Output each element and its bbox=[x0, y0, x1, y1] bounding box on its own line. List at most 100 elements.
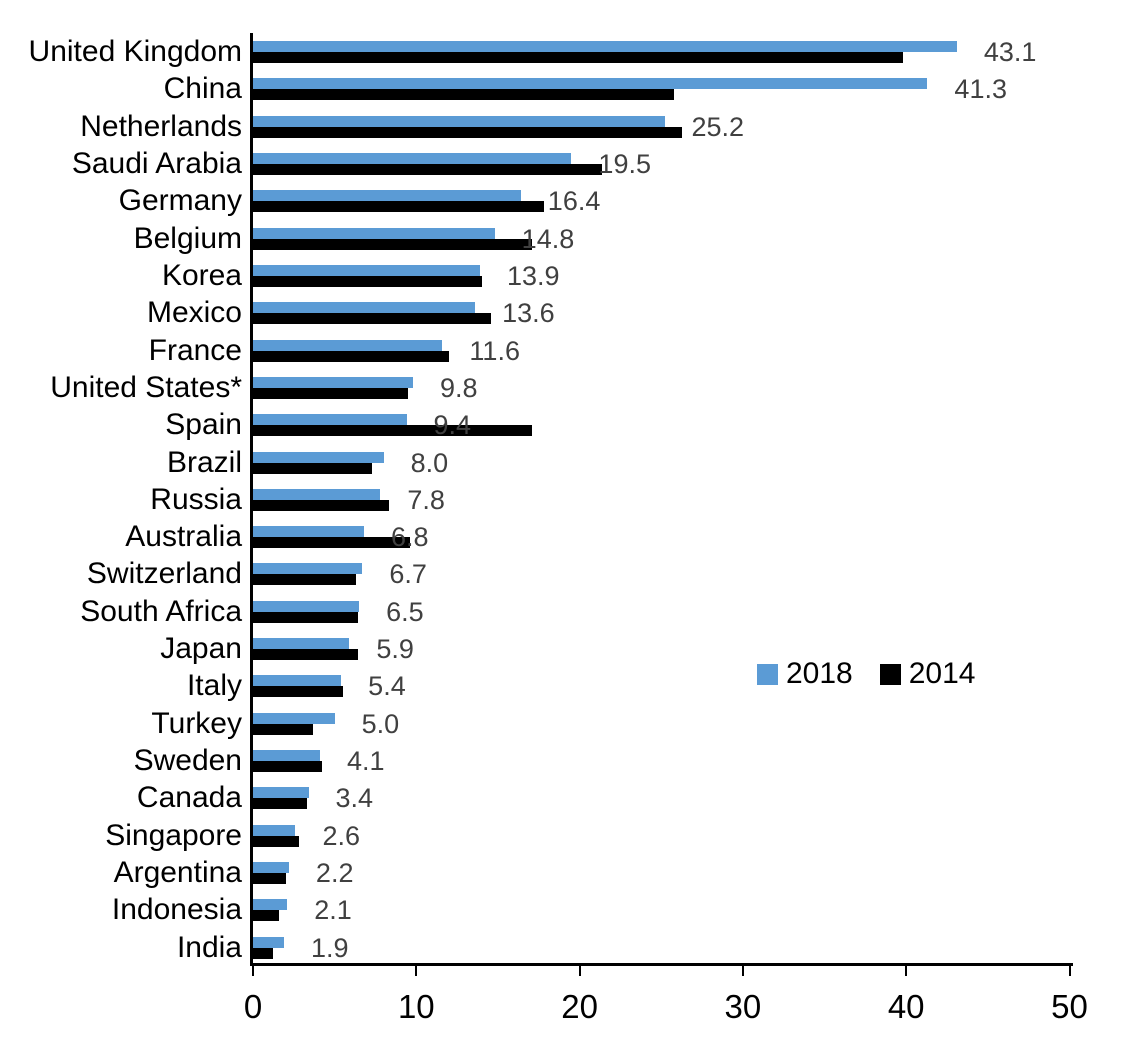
bar-2018-canada bbox=[253, 787, 309, 799]
bar-2014-spain bbox=[253, 425, 533, 437]
data-label: 25.2 bbox=[691, 111, 745, 142]
data-label: 3.4 bbox=[335, 783, 374, 814]
bar-2014-korea bbox=[253, 275, 482, 287]
bar-2018-belgium bbox=[253, 227, 495, 239]
bar-2014-sweden bbox=[253, 761, 322, 773]
data-label: 16.4 bbox=[547, 186, 601, 217]
category-label: Canada bbox=[136, 781, 242, 815]
category-label: Singapore bbox=[105, 818, 242, 852]
bar-2018-switzerland bbox=[253, 563, 363, 575]
x-axis-tick bbox=[252, 966, 254, 976]
bar-2018-mexico bbox=[253, 302, 476, 314]
bar-2018-australia bbox=[253, 526, 365, 538]
bar-2018-indonesia bbox=[253, 899, 288, 911]
bar-2018-south-africa bbox=[253, 600, 360, 612]
data-label: 9.4 bbox=[433, 410, 472, 441]
bar-2018-netherlands bbox=[253, 115, 665, 127]
category-label: Australia bbox=[125, 520, 242, 554]
category-label: Brazil bbox=[166, 445, 242, 479]
data-label: 41.3 bbox=[954, 74, 1007, 105]
x-axis-tick-label: 0 bbox=[243, 988, 263, 1025]
data-label: 13.9 bbox=[506, 260, 560, 291]
x-axis-tick bbox=[415, 966, 418, 976]
legend-swatch-2014-icon bbox=[879, 663, 901, 685]
y-axis-line bbox=[250, 33, 253, 966]
data-label: 6.5 bbox=[386, 596, 424, 627]
category-label: South Africa bbox=[80, 594, 242, 628]
bar-2018-saudi-arabia bbox=[253, 152, 572, 164]
legend-label-2014: 2014 bbox=[908, 657, 976, 690]
bar-2014-south-africa bbox=[253, 611, 358, 623]
data-label: 1.9 bbox=[311, 932, 349, 963]
data-label: 4.1 bbox=[346, 746, 385, 777]
bar-2018-sweden bbox=[253, 750, 320, 762]
legend-swatch-2018-icon bbox=[757, 663, 778, 685]
bar-2014-china bbox=[253, 89, 675, 101]
data-label: 5.0 bbox=[361, 708, 400, 739]
category-label: Belgium bbox=[133, 221, 242, 255]
bar-2014-india bbox=[253, 947, 273, 959]
x-axis-tick-label: 10 bbox=[397, 988, 435, 1025]
data-label: 19.5 bbox=[598, 148, 651, 179]
category-label: Argentina bbox=[113, 856, 242, 890]
x-axis-tick-label: 20 bbox=[561, 988, 598, 1025]
x-axis-line bbox=[250, 963, 1073, 966]
bar-2018-brazil bbox=[253, 451, 384, 463]
data-label: 2.6 bbox=[322, 820, 360, 851]
x-axis-tick-label: 30 bbox=[724, 988, 762, 1025]
legend-item-2014: 2014 bbox=[879, 657, 976, 690]
bar-2014-argentina bbox=[253, 873, 286, 885]
data-label: 2.2 bbox=[315, 858, 354, 889]
data-label: 13.6 bbox=[502, 298, 555, 329]
bar-2018-italy bbox=[253, 675, 342, 687]
bar-2014-canada bbox=[253, 798, 307, 810]
bar-2014-turkey bbox=[253, 723, 314, 735]
bar-2014-italy bbox=[253, 686, 343, 698]
category-label: Netherlands bbox=[80, 109, 242, 143]
data-label: 43.1 bbox=[983, 37, 1037, 67]
bar-2018-united-kingdom bbox=[253, 41, 957, 52]
data-label: 2.1 bbox=[314, 895, 352, 926]
category-label: Switzerland bbox=[86, 557, 242, 591]
bar-2014-singapore bbox=[253, 835, 299, 847]
data-label: 8.0 bbox=[410, 447, 449, 478]
category-label: France bbox=[148, 333, 242, 367]
bar-2014-france bbox=[253, 350, 449, 362]
bar-2018-korea bbox=[253, 264, 480, 276]
data-label: 5.9 bbox=[376, 634, 414, 665]
category-label: Italy bbox=[186, 669, 242, 703]
x-axis-tick bbox=[741, 966, 744, 976]
bar-2014-united-kingdom bbox=[253, 52, 903, 63]
bar-2014-switzerland bbox=[253, 574, 356, 586]
bar-2014-mexico bbox=[253, 313, 492, 325]
bar-2018-turkey bbox=[253, 712, 335, 724]
category-label: Korea bbox=[161, 258, 242, 292]
data-label: 5.4 bbox=[368, 671, 406, 702]
x-axis-tick bbox=[1068, 966, 1071, 976]
data-label: 7.8 bbox=[407, 484, 445, 515]
bar-2014-japan bbox=[253, 649, 358, 661]
bar-2018-spain bbox=[253, 414, 407, 426]
category-label: Mexico bbox=[146, 296, 242, 330]
bar-2018-russia bbox=[253, 488, 381, 500]
bar-2018-germany bbox=[253, 190, 521, 202]
bar-2014-brazil bbox=[253, 462, 373, 474]
legend-item-2018: 2018 bbox=[757, 658, 853, 690]
bar-2014-indonesia bbox=[253, 910, 280, 922]
data-label: 6.7 bbox=[389, 559, 427, 590]
bar-2018-france bbox=[253, 339, 443, 351]
category-label: Saudi Arabia bbox=[71, 146, 242, 180]
bar-2014-saudi-arabia bbox=[253, 163, 603, 175]
bar-2014-russia bbox=[253, 499, 389, 511]
category-label: United States* bbox=[50, 370, 242, 404]
bar-2014-united-states- bbox=[253, 387, 409, 399]
bar-2014-australia bbox=[253, 537, 410, 549]
bar-2014-netherlands bbox=[253, 126, 683, 138]
bar-2018-china bbox=[253, 78, 928, 90]
data-label: 9.8 bbox=[440, 372, 478, 403]
category-label: United Kingdom bbox=[28, 35, 242, 68]
data-label: 11.6 bbox=[469, 335, 520, 366]
category-label: Russia bbox=[150, 482, 242, 516]
x-axis-tick bbox=[905, 966, 908, 976]
